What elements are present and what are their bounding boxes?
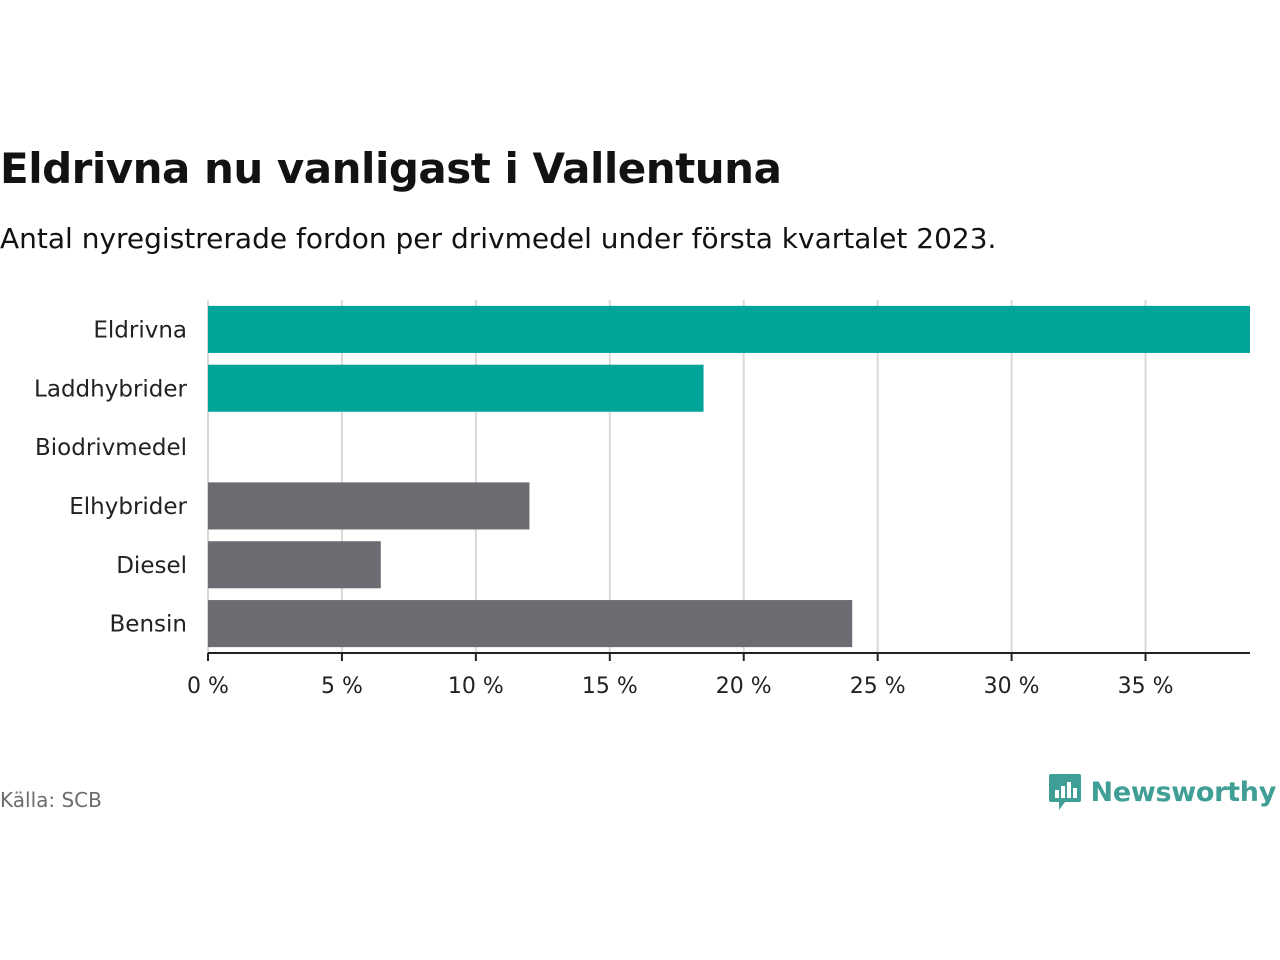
category-label: Diesel	[116, 553, 187, 579]
x-tick-label: 15 %	[582, 674, 638, 699]
bar-chart-speech-bubble-icon	[1048, 774, 1081, 810]
bar-diesel	[208, 541, 381, 589]
bar-chart: Eldrivna Laddhybrider Biodrivmedel Elhybrid…	[34, 300, 1250, 699]
brand-name: Newsworthy	[1090, 776, 1277, 808]
category-label: Bensin	[110, 612, 187, 638]
bar-eldrivna	[208, 305, 1250, 353]
bars	[208, 305, 1250, 648]
bar-bensin	[208, 600, 853, 648]
x-tick-label: 0 %	[187, 674, 229, 699]
x-tick-label: 35 %	[1118, 674, 1174, 699]
brand-logo: Newsworthy	[1047, 772, 1276, 812]
source-note: Källa: SCB	[0, 788, 102, 812]
category-label: Biodrivmedel	[35, 435, 187, 461]
x-tick-label: 25 %	[850, 674, 906, 699]
chart-subtitle: Antal nyregistrerade fordon per drivmede…	[0, 222, 997, 255]
bar-laddhybrider	[208, 364, 704, 412]
bar-elhybrider	[208, 482, 530, 530]
category-labels: Eldrivna Laddhybrider Biodrivmedel Elhybrid…	[34, 317, 187, 637]
x-tick-label: 20 %	[716, 674, 772, 699]
category-label: Laddhybrider	[34, 376, 187, 402]
x-axis: 0 % 5 % 10 % 15 % 20 % 25 % 30 % 35 %	[187, 652, 1250, 699]
grid-lines	[207, 300, 1147, 653]
x-tick-label: 30 %	[984, 674, 1040, 699]
chart-title: Eldrivna nu vanligast i Vallentuna	[0, 144, 782, 193]
x-tick-label: 10 %	[448, 674, 504, 699]
category-label: Eldrivna	[93, 317, 187, 343]
x-tick-label: 5 %	[321, 674, 363, 699]
category-label: Elhybrider	[69, 494, 187, 520]
